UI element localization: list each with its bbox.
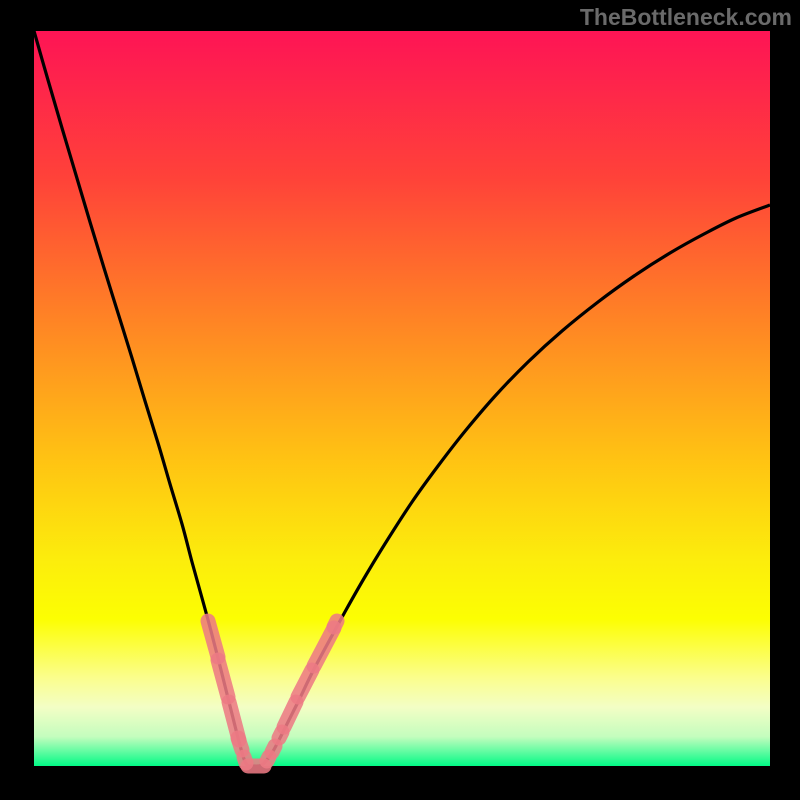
data-segment [284,702,296,727]
data-segment [298,670,312,697]
data-segment [272,746,275,752]
chart-root: TheBottleneck.com [0,0,800,800]
data-segment [238,738,242,750]
data-segment [208,621,218,657]
data-point-markers [208,621,337,766]
watermark-text: TheBottleneck.com [580,4,792,31]
data-segment [334,621,337,627]
plot-area [34,31,770,766]
plot-curves-svg [0,0,800,800]
data-segment [218,660,228,697]
curve-right-branch [253,205,770,766]
